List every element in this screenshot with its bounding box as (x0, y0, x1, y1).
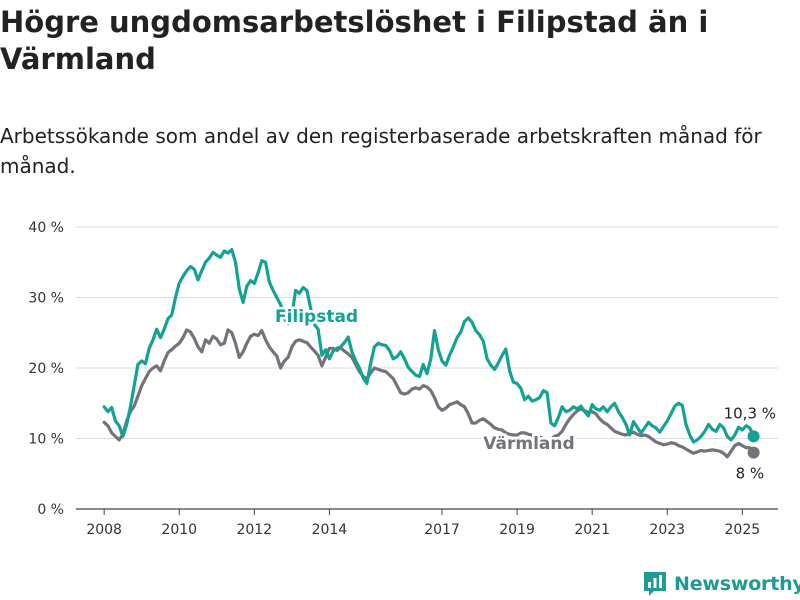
chart-subtitle: Arbetssökande som andel av den registerb… (0, 124, 762, 178)
series-label-varmland: Värmland (483, 434, 574, 454)
end-marker-filipstad (747, 430, 760, 443)
series-line-filipstad (102, 248, 756, 444)
x-tick-label: 2012 (236, 522, 272, 538)
end-label-filipstad: 10,3 % (724, 404, 776, 422)
x-tick-label: 2021 (574, 522, 610, 538)
x-tick-label: 2008 (86, 522, 122, 538)
x-tick-label: 2023 (649, 522, 685, 538)
newsworthy-logo-icon (644, 572, 666, 596)
y-tick-label: 40 % (28, 220, 64, 236)
brand-name: Newsworthy (674, 573, 800, 595)
chart-title: Högre ungdomsarbetslöshet i Filipstad än… (0, 5, 709, 76)
brand-logo[interactable]: Newsworthy (643, 569, 800, 599)
series-label-filipstad: Filipstad (275, 307, 358, 327)
y-tick-label: 20 % (28, 361, 64, 377)
end-label-varmland: 8 % (736, 465, 765, 483)
x-tick-label: 2017 (424, 522, 460, 538)
y-tick-label: 30 % (28, 291, 64, 307)
series-line-varmland (102, 328, 756, 459)
x-tick-label: 2019 (499, 522, 535, 538)
x-tick-label: 2010 (161, 522, 197, 538)
y-tick-label: 10 % (28, 432, 64, 448)
x-tick-label: 2025 (725, 522, 761, 538)
x-tick-label: 2014 (312, 522, 348, 538)
y-tick-label: 0 % (37, 502, 64, 518)
end-marker-varmland (747, 446, 760, 459)
